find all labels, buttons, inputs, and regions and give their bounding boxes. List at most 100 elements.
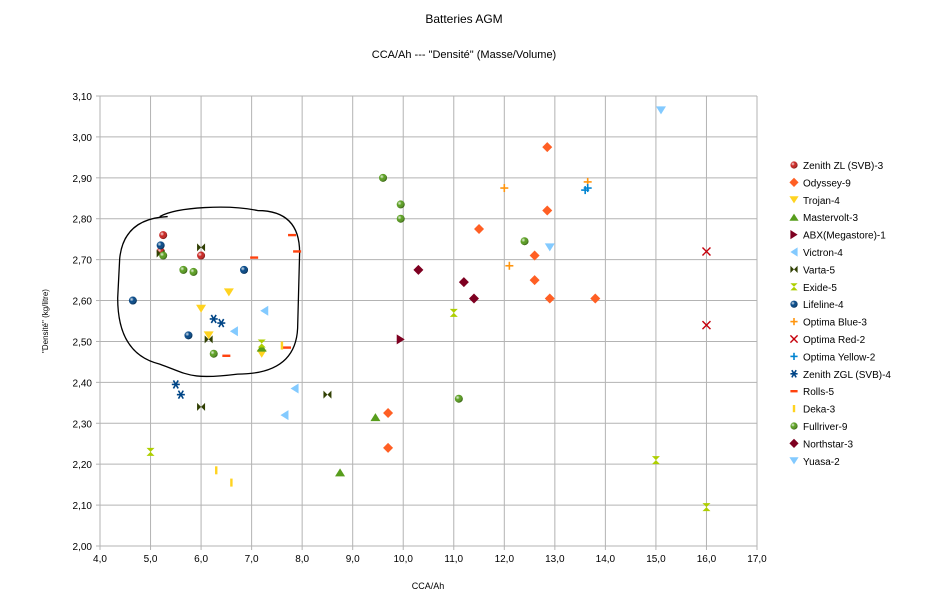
data-point: [229, 326, 238, 337]
data-point: [288, 233, 297, 237]
legend-marker: [790, 352, 798, 360]
data-point: [280, 341, 284, 350]
data-point: [383, 408, 394, 419]
legend-label: Yuasa-2: [803, 457, 840, 468]
data-point: [156, 241, 165, 250]
legend: Zenith ZL (SVB)-3 Odyssey-9 Trojan-4 Master…: [789, 161, 891, 468]
data-point: [290, 383, 299, 394]
data-point: [590, 293, 601, 304]
legend-label: Zenith ZGL (SVB)-4: [803, 370, 891, 381]
series-trojan-4: [196, 288, 267, 358]
data-point: [222, 354, 231, 357]
series-victron-4: [229, 305, 299, 421]
legend-label: Mastervolt-3: [803, 213, 858, 224]
legend-marker: [789, 196, 799, 204]
legend-label: Optima Blue-3: [803, 318, 867, 329]
legend-marker: [789, 334, 799, 344]
legend-label: Deka-3: [803, 405, 836, 416]
y-tick-label: 2,20: [73, 460, 93, 471]
series-deka-3: [215, 341, 284, 487]
x-tick-label: 17,0: [747, 554, 767, 565]
legend-label: Lifeline-4: [803, 300, 844, 311]
data-point: [240, 265, 249, 274]
y-tick-label: 2,70: [73, 256, 93, 267]
data-point: [256, 349, 267, 358]
data-point: [179, 265, 188, 274]
data-point: [335, 468, 346, 477]
data-point: [542, 142, 553, 153]
data-point: [171, 379, 180, 389]
legend-item: Optima Red-2: [789, 334, 866, 346]
legend-item: Zenith ZL (SVB)-3: [790, 161, 884, 172]
data-point: [197, 402, 206, 411]
series-optima-blue-3: [500, 177, 592, 270]
hand-drawn-ellipse: [117, 206, 301, 378]
x-tick-label: 15,0: [646, 554, 666, 565]
series-rolls-5: [222, 233, 302, 357]
data-point: [454, 394, 463, 403]
series-zenith-zgl-svb-4: [171, 314, 226, 400]
legend-marker: [790, 300, 798, 308]
legend-marker: [792, 405, 796, 413]
y-axis-label: "Densité" (kg/litre): [41, 289, 50, 353]
data-point: [159, 251, 168, 260]
data-point: [581, 186, 590, 195]
legend-item: Yuasa-2: [789, 457, 840, 468]
legend-item: Optima Yellow-2: [790, 352, 876, 363]
legend-label: Northstar-3: [803, 439, 853, 450]
legend-marker: [789, 457, 799, 465]
x-tick-label: 7,0: [245, 554, 259, 565]
x-tick-label: 9,0: [346, 554, 360, 565]
legend-marker: [790, 283, 798, 291]
x-tick-label: 5,0: [144, 554, 158, 565]
legend-item: Trojan-4: [789, 196, 840, 207]
legend-item: Varta-5: [790, 265, 835, 276]
y-tick-label: 3,10: [73, 92, 93, 103]
y-tick-label: 2,40: [73, 378, 93, 389]
legend-label: Trojan-4: [803, 196, 840, 207]
data-point: [529, 275, 540, 286]
data-point: [280, 410, 289, 421]
legend-item: Exide-5: [790, 283, 837, 294]
data-point: [184, 331, 193, 340]
series-odyssey-9: [383, 142, 601, 453]
x-tick-label: 6,0: [194, 554, 208, 565]
legend-item: Lifeline-4: [790, 300, 844, 311]
legend-item: Northstar-3: [789, 438, 853, 450]
legend-label: Odyssey-9: [803, 178, 851, 189]
legend-item: Optima Blue-3: [790, 318, 867, 329]
data-point: [197, 243, 206, 252]
data-point: [544, 243, 555, 252]
data-point: [176, 390, 185, 400]
y-tick-label: 2,00: [73, 542, 93, 553]
legend-marker: [790, 369, 798, 378]
series-optima-yellow-2: [581, 184, 592, 195]
data-point: [702, 503, 711, 512]
data-point: [370, 413, 381, 422]
legend-label: Fullriver-9: [803, 422, 848, 433]
data-point: [282, 346, 291, 349]
data-point: [449, 308, 458, 317]
legend-label: Optima Yellow-2: [803, 352, 876, 363]
data-point: [701, 246, 711, 256]
y-tick-label: 2,90: [73, 174, 93, 185]
legend-marker: [790, 318, 798, 326]
series-fullriver-9: [159, 173, 529, 403]
x-axis-label: CCA/Ah: [412, 581, 445, 591]
data-point: [209, 349, 218, 358]
legend-marker: [790, 230, 798, 240]
data-point: [257, 339, 266, 348]
legend-label: Exide-5: [803, 283, 837, 294]
legend-label: ABX(Megastore)-1: [803, 231, 886, 242]
data-point: [500, 184, 509, 193]
legend-marker: [790, 161, 798, 169]
data-point: [542, 205, 553, 216]
legend-item: Deka-3: [792, 405, 836, 416]
y-tick-label: 3,00: [73, 133, 93, 144]
data-point: [293, 250, 302, 253]
series-optima-red-2: [701, 246, 711, 330]
gridlines: [99, 95, 758, 547]
legend-label: Victron-4: [803, 248, 843, 259]
data-point: [250, 256, 259, 259]
